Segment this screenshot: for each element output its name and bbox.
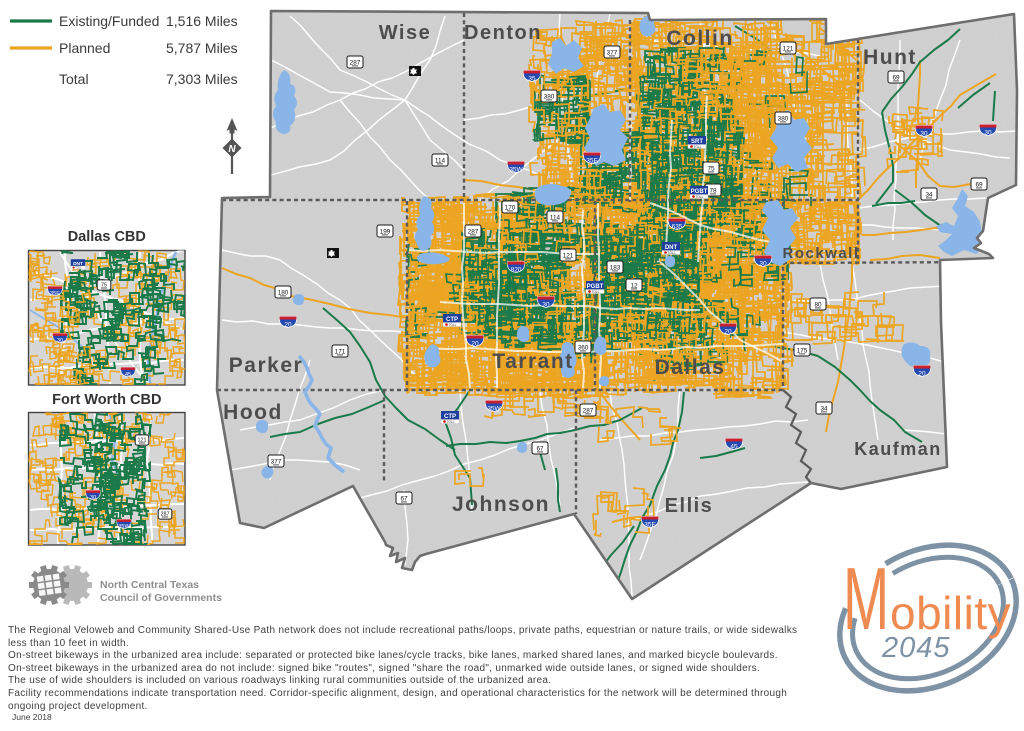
svg-text:377: 377 — [607, 49, 618, 56]
svg-text:30: 30 — [542, 302, 550, 309]
svg-text:20: 20 — [918, 371, 926, 378]
svg-text:TOLL: TOLL — [694, 145, 702, 149]
svg-text:45: 45 — [730, 444, 738, 451]
svg-text:Ellis: Ellis — [665, 495, 714, 517]
svg-text:78: 78 — [709, 187, 717, 194]
svg-text:Dallas: Dallas — [655, 356, 726, 379]
svg-text:377: 377 — [271, 458, 282, 465]
svg-text:Rockwall: Rockwall — [782, 245, 859, 262]
svg-text:2045: 2045 — [881, 632, 951, 664]
svg-text:34: 34 — [820, 405, 828, 412]
svg-text:199: 199 — [380, 228, 391, 235]
svg-text:Collin: Collin — [666, 27, 733, 50]
svg-text:67: 67 — [400, 495, 408, 502]
svg-text:121: 121 — [783, 45, 794, 52]
svg-text:Johnson: Johnson — [452, 493, 550, 516]
svg-text:171: 171 — [335, 348, 346, 355]
svg-text:TOLL: TOLL — [447, 420, 455, 424]
svg-text:34: 34 — [925, 191, 933, 198]
svg-text:Parker: Parker — [229, 354, 303, 377]
svg-text:30: 30 — [984, 130, 992, 137]
svg-text:Dallas CBD: Dallas CBD — [68, 229, 146, 245]
svg-text:TOLL: TOLL — [668, 251, 676, 255]
svg-text:TOLL: TOLL — [75, 266, 82, 270]
svg-text:69: 69 — [892, 74, 900, 81]
svg-text:CTP: CTP — [446, 317, 458, 323]
svg-text:380: 380 — [778, 115, 789, 122]
svg-text:183: 183 — [610, 264, 621, 271]
svg-text:360: 360 — [578, 344, 589, 351]
svg-text:35E: 35E — [644, 522, 656, 529]
svg-text:80: 80 — [814, 301, 822, 308]
svg-text:635: 635 — [672, 224, 683, 231]
svg-text:DNT: DNT — [665, 245, 678, 251]
svg-text:35W: 35W — [509, 167, 523, 174]
svg-text:Existing/Funded: Existing/Funded — [59, 13, 159, 29]
svg-text:TOLL: TOLL — [449, 323, 457, 327]
svg-text:380: 380 — [544, 93, 555, 100]
svg-text:Hunt: Hunt — [863, 46, 917, 69]
svg-text:M: M — [843, 549, 889, 648]
svg-text:PGBT: PGBT — [587, 284, 604, 290]
svg-text:820: 820 — [511, 267, 522, 274]
svg-text:obility: obility — [890, 587, 1011, 639]
svg-text:N: N — [228, 144, 236, 155]
svg-text:287: 287 — [468, 228, 479, 235]
svg-text:30: 30 — [920, 131, 928, 138]
svg-text:75: 75 — [707, 165, 715, 172]
svg-text:Kaufman: Kaufman — [854, 439, 942, 459]
svg-text:287: 287 — [583, 407, 594, 414]
svg-text:1,516 Miles: 1,516 Miles — [166, 13, 238, 29]
svg-text:Hood: Hood — [223, 401, 283, 424]
svg-text:75: 75 — [101, 283, 107, 289]
svg-text:North Central Texas: North Central Texas — [100, 579, 199, 591]
svg-text:287: 287 — [350, 59, 361, 66]
svg-text:170: 170 — [505, 204, 516, 211]
svg-text:Fort Worth CBD: Fort Worth CBD — [52, 392, 161, 408]
svg-text:Wise: Wise — [379, 22, 432, 44]
svg-text:35: 35 — [528, 76, 536, 83]
svg-text:DNT: DNT — [73, 261, 83, 267]
svg-text:45: 45 — [125, 372, 131, 378]
svg-text:30: 30 — [759, 261, 767, 268]
svg-text:180: 180 — [278, 289, 289, 296]
svg-text:35W: 35W — [487, 406, 501, 413]
svg-text:35E: 35E — [586, 158, 598, 165]
svg-text:121: 121 — [563, 252, 574, 259]
svg-text:5,787 Miles: 5,787 Miles — [166, 40, 238, 56]
svg-text:7,303 Miles: 7,303 Miles — [166, 71, 238, 87]
svg-text:20: 20 — [471, 341, 479, 348]
svg-text:30: 30 — [57, 338, 63, 344]
svg-text:Denton: Denton — [464, 22, 542, 44]
svg-text:Council of Governments: Council of Governments — [100, 592, 222, 604]
svg-text:PGBT: PGBT — [691, 189, 708, 195]
svg-text:287: 287 — [161, 512, 170, 518]
svg-text:69: 69 — [975, 181, 983, 188]
svg-text:114: 114 — [435, 157, 446, 164]
svg-text:CTP: CTP — [444, 414, 456, 420]
svg-text:TOLL: TOLL — [592, 290, 600, 294]
svg-text:35W: 35W — [118, 524, 130, 530]
svg-text:121: 121 — [138, 438, 147, 444]
svg-text:12: 12 — [630, 282, 638, 289]
svg-text:175: 175 — [797, 347, 808, 354]
svg-text:TOLL: TOLL — [696, 195, 704, 199]
svg-text:114: 114 — [550, 214, 561, 221]
svg-text:30: 30 — [90, 495, 96, 501]
svg-text:Tarrant: Tarrant — [492, 350, 573, 373]
svg-text:20: 20 — [724, 329, 732, 336]
svg-text:Planned: Planned — [59, 40, 110, 56]
svg-text:Total: Total — [59, 71, 89, 87]
svg-text:35E: 35E — [50, 291, 60, 297]
svg-text:SRT: SRT — [691, 139, 703, 145]
svg-text:20: 20 — [284, 322, 292, 329]
svg-text:67: 67 — [536, 445, 544, 452]
